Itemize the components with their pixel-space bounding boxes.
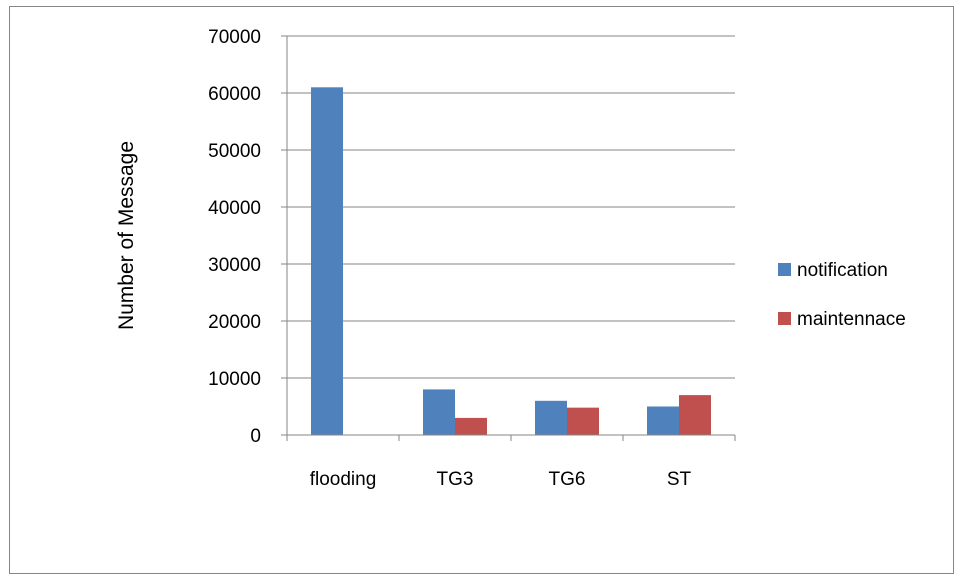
bar-notification-TG3 [423,389,455,435]
axes [281,35,736,441]
bar-maintennace-ST [679,395,711,435]
bar-notification-TG6 [535,400,567,435]
gridlines [287,35,735,379]
y-tick-label: 40000 [208,198,261,219]
y-tick-label: 10000 [208,369,261,390]
legend-label: maintennace [797,309,906,330]
y-tick-label: 20000 [208,312,261,333]
y-axis-title: Number of Message [115,141,138,330]
x-tick-label: TG3 [437,469,474,490]
bar-notification-ST [647,406,679,435]
legend-swatch-notification [778,263,791,276]
legend: notification maintennace [778,260,906,330]
legend-label: notification [797,260,888,281]
x-tick-label: flooding [310,469,377,490]
x-tick-label: ST [667,469,692,490]
tick-labels: 0 10000 20000 30000 40000 50000 60000 70000 floo… [208,27,691,490]
y-tick-label: 60000 [208,84,261,105]
bar-maintennace-TG3 [455,417,487,435]
bar-maintennace-TG6 [567,407,599,435]
chart-frame: 0 10000 20000 30000 40000 50000 60000 70000 floo… [9,6,954,574]
y-tick-label: 50000 [208,141,261,162]
bar-notification-flooding [311,87,343,436]
bars [311,87,711,436]
y-tick-label: 70000 [208,27,261,48]
x-tick-label: TG6 [549,469,586,490]
y-tick-label: 0 [250,426,261,447]
y-tick-label: 30000 [208,255,261,276]
bar-chart: 0 10000 20000 30000 40000 50000 60000 70000 floo… [115,27,906,490]
legend-swatch-maintennace [778,312,791,325]
